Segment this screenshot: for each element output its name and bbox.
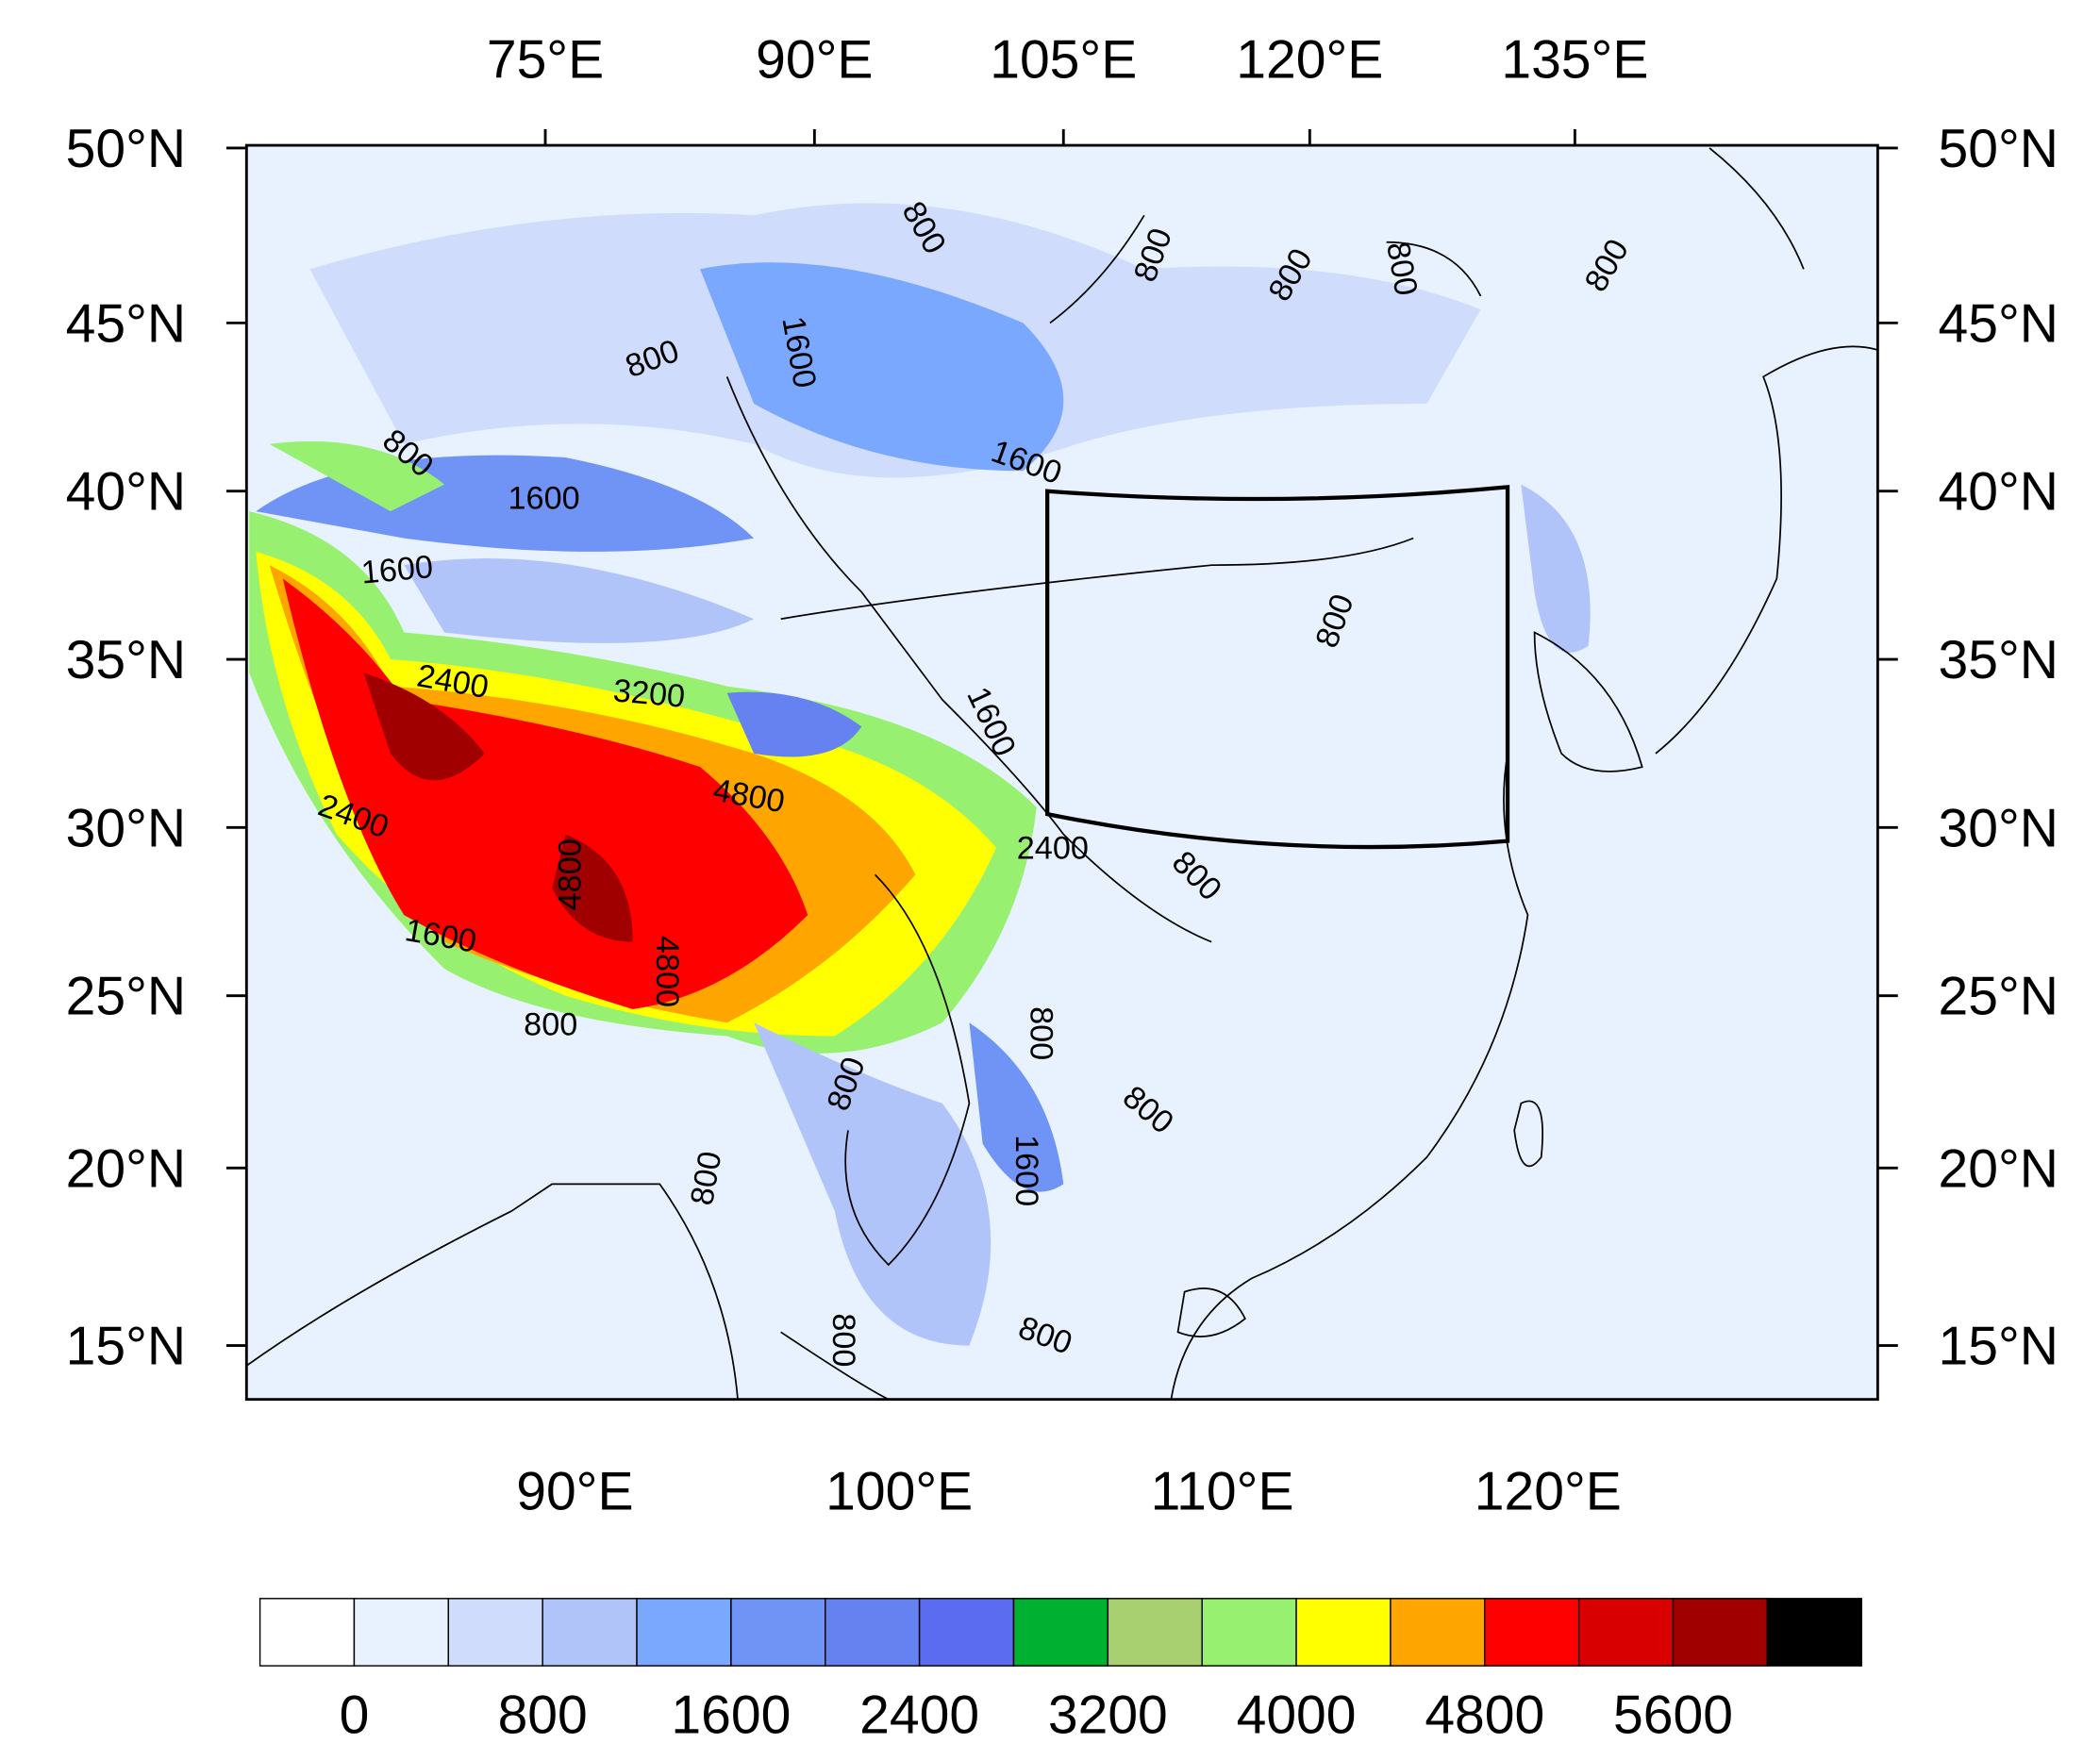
right-lat-label: 30°N (1939, 798, 2058, 858)
contour-label: 800 (1379, 240, 1424, 299)
contour-label: 2400 (1017, 831, 1089, 867)
colorbar-box (730, 1598, 826, 1667)
right-lat-label: 40°N (1939, 462, 2058, 523)
right-lat-label: 15°N (1939, 1317, 2058, 1377)
right-lat-label: 25°N (1939, 967, 2058, 1027)
bottom-lon-label: 110°E (1151, 1462, 1294, 1522)
left-lat-label: 50°N (66, 119, 186, 179)
bottom-lon-label: 100°E (825, 1462, 973, 1522)
colorbar-box (1390, 1598, 1486, 1667)
colorbar-label: 1600 (671, 1685, 791, 1745)
right-lat-label: 20°N (1939, 1138, 2058, 1199)
left-lat-label: 40°N (66, 462, 186, 523)
contour-label: 800 (1024, 1006, 1059, 1060)
right-lat-label: 35°N (1939, 630, 2058, 690)
colorbar-box (542, 1598, 638, 1667)
top-lon-label: 120°E (1236, 30, 1383, 91)
contour-label: 4800 (553, 838, 589, 910)
colorbar-box (353, 1598, 450, 1667)
colorbar-label: 800 (498, 1685, 588, 1745)
colorbar-box (825, 1598, 921, 1667)
contour-label: 1600 (359, 549, 434, 590)
contour-label: 1600 (508, 481, 580, 517)
colorbar-box (1484, 1598, 1580, 1667)
colorbar-box (1107, 1598, 1203, 1667)
colorbar-box (1295, 1598, 1392, 1667)
colorbar-label: 4000 (1237, 1685, 1357, 1745)
left-lat-label: 25°N (66, 967, 186, 1027)
top-lon-label: 75°E (487, 30, 604, 91)
colorbar-label: 4800 (1425, 1685, 1544, 1745)
terrain (246, 145, 1878, 1400)
colorbar-box (258, 1598, 356, 1667)
boundaries (246, 147, 1878, 1400)
colorbar-box (636, 1598, 732, 1667)
contour-label: 800 (825, 1313, 861, 1367)
colorbar-box (447, 1598, 543, 1667)
left-lat-label: 35°N (66, 630, 186, 690)
contour-label: 3200 (611, 672, 686, 714)
colorbar-label: 3200 (1048, 1685, 1168, 1745)
study-domain-box (1045, 485, 1510, 850)
left-lat-label: 45°N (66, 293, 186, 354)
colorbar-label: 0 (340, 1685, 370, 1745)
colorbar-box (1012, 1598, 1109, 1667)
bottom-lon-label: 120°E (1475, 1462, 1622, 1522)
left-lat-label: 30°N (66, 798, 186, 858)
colorbar-box (1672, 1598, 1769, 1667)
contour-label: 800 (524, 1007, 577, 1043)
colorbar-box (1766, 1598, 1862, 1667)
colorbar-box (1577, 1598, 1675, 1667)
left-lat-label: 20°N (66, 1138, 186, 1199)
right-lat-label: 45°N (1939, 293, 2058, 354)
colorbar-label: 2400 (859, 1685, 979, 1745)
left-lat-label: 15°N (66, 1317, 186, 1377)
top-lon-label: 90°E (756, 30, 873, 91)
contour-label: 1600 (1008, 1135, 1044, 1206)
colorbar-box (1201, 1598, 1297, 1667)
colorbar-box (918, 1598, 1015, 1667)
right-lat-label: 50°N (1939, 119, 2058, 179)
top-lon-label: 135°E (1501, 30, 1648, 91)
bottom-lon-label: 90°E (516, 1462, 633, 1522)
contour-label: 4800 (649, 936, 685, 1007)
top-lon-label: 105°E (990, 30, 1137, 91)
colorbar-label: 5600 (1613, 1685, 1733, 1745)
